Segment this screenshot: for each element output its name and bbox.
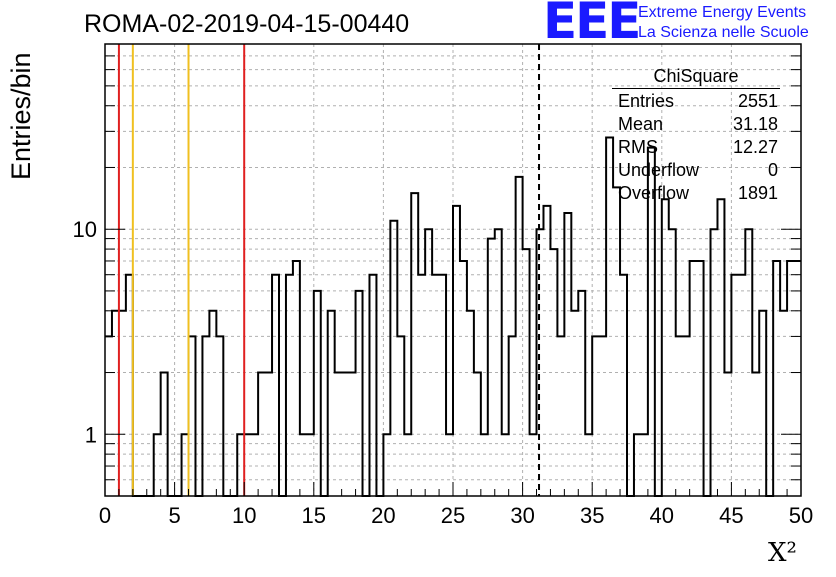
stats-label: Underflow	[618, 160, 700, 180]
stats-row-rms: RMS 12.27	[612, 136, 780, 159]
y-tick-label: 1	[85, 422, 97, 447]
stats-title: ChiSquare	[612, 66, 780, 89]
stats-value: 2551	[737, 91, 778, 111]
stats-row-overflow: Overflow 1891	[612, 182, 780, 205]
logo-caption-line2: La Scienza nelle Scuole	[638, 24, 809, 41]
run-title: ROMA-02-2019-04-15-00440	[84, 10, 410, 38]
x-tick-label: 0	[99, 503, 111, 528]
x-tick-label: 40	[650, 503, 674, 528]
logo-caption-line1: Extreme Energy Events	[638, 4, 807, 21]
y-axis-label: Entries/bin	[6, 52, 36, 180]
x-tick-label: 10	[232, 503, 256, 528]
stats-row-mean: Mean 31.18	[612, 113, 780, 136]
stats-row-underflow: Underflow 0	[612, 159, 780, 182]
x-axis-label: X²	[768, 538, 797, 568]
stats-value: 12.27	[732, 137, 778, 157]
stats-label: Overflow	[618, 183, 690, 203]
stats-value: 1891	[737, 183, 778, 203]
stats-label: Entries	[618, 91, 675, 111]
marker-lines-layer	[117, 44, 541, 496]
stats-value: 0	[767, 160, 778, 180]
stats-row-entries: Entries 2551	[612, 90, 780, 113]
x-tick-label: 25	[441, 503, 465, 528]
x-tick-label: 45	[719, 503, 743, 528]
x-tick-label: 20	[371, 503, 395, 528]
x-tick-label: 5	[168, 503, 180, 528]
stats-box: ChiSquare Entries 2551 Mean 31.18 RMS 12…	[612, 66, 780, 205]
tick-layer: 0 5 10 15 20 25 30 35 40 45 50 1 10	[73, 43, 813, 528]
y-tick-label: 10	[73, 217, 97, 242]
x-tick-label: 50	[789, 503, 813, 528]
eee-logo: EEE	[543, 0, 641, 50]
stats-label: RMS	[618, 137, 658, 157]
stats-value: 31.18	[732, 114, 778, 134]
stats-label: Mean	[618, 114, 664, 134]
x-tick-label: 30	[510, 503, 534, 528]
x-tick-label: 35	[580, 503, 604, 528]
x-tick-label: 15	[302, 503, 326, 528]
